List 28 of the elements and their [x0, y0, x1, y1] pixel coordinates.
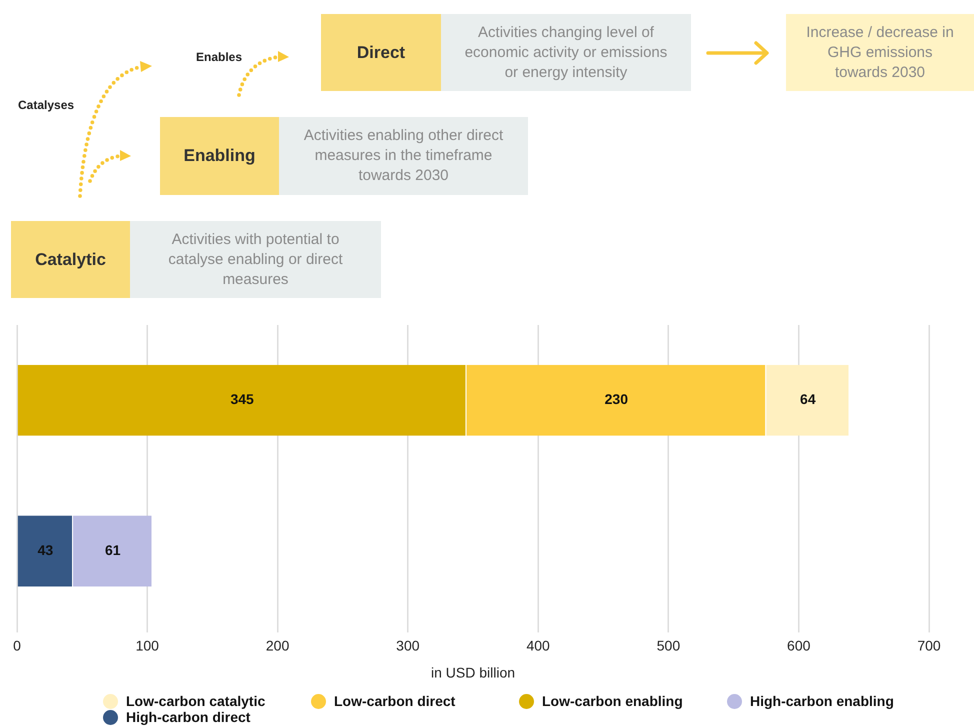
text-box: Activities enabling other direct measures in the timeframe towards 2030	[279, 117, 528, 195]
legend-label: Low-carbon enabling	[542, 693, 683, 709]
data-label: 230	[604, 391, 628, 408]
text-box: Direct	[321, 14, 441, 91]
text-box: Activities changing level of economic activity or emissions or energy intensity	[441, 14, 691, 91]
x-tick-label: 400	[526, 638, 550, 654]
data-label: 64	[800, 391, 816, 408]
x-tick-label: 200	[266, 638, 290, 654]
x-tick-label: 0	[13, 638, 22, 654]
text: Catalyses	[18, 97, 74, 113]
x-tick-label: 500	[656, 638, 680, 654]
x-tick-label: 700	[917, 638, 941, 654]
text: Enables	[196, 49, 242, 65]
x-tick-label: 300	[396, 638, 420, 654]
text-box: Activities with potential to catalyse enabling or direct measures	[130, 221, 381, 298]
legend-label: High-carbon direct	[126, 709, 250, 725]
data-label: 345	[230, 391, 254, 408]
data-label: 61	[104, 542, 121, 558]
x-tick-label: 100	[136, 638, 160, 654]
x-tick-label: 600	[787, 638, 811, 654]
data-label: 43	[38, 542, 54, 558]
legend-label: Low-carbon direct	[334, 693, 456, 709]
legend-label: High-carbon enabling	[750, 693, 894, 709]
text-box: Increase / decrease in GHG emissions towards 2030	[786, 14, 974, 91]
legend-label: Low-carbon catalytic	[126, 693, 266, 709]
text-box: Catalytic	[11, 221, 130, 298]
x-axis-title: in USD billion	[430, 664, 516, 680]
text-box: Enabling	[160, 117, 279, 195]
